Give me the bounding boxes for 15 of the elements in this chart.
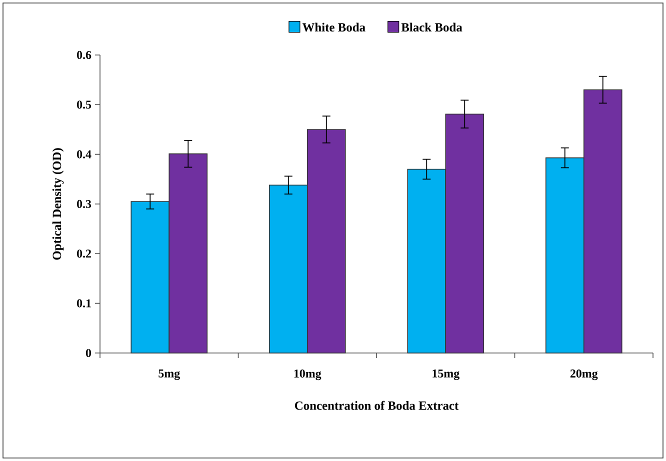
x-tick-label: 20mg: [570, 370, 598, 380]
y-tick-label: 0.3: [76, 200, 92, 208]
legend-label: Black Boda: [401, 22, 462, 32]
y-tick-label: 0.2: [76, 250, 91, 258]
y-tick-label: 0.4: [76, 150, 92, 158]
x-tick-label: 10mg: [294, 370, 322, 380]
y-tick-label: 0.1: [76, 299, 91, 308]
y-axis-title: Optical Density (OD): [52, 148, 64, 260]
y-tick-label: 0: [86, 348, 92, 358]
y-tick-label: 0.6: [76, 50, 92, 60]
x-tick-label: 5mg: [158, 370, 180, 380]
x-tick-label: 15mg: [432, 370, 460, 380]
x-axis-title: Concentration of Boda Extract: [294, 400, 459, 410]
legend-label: White Boda: [302, 22, 366, 32]
y-tick-label: 0.5: [76, 100, 92, 109]
